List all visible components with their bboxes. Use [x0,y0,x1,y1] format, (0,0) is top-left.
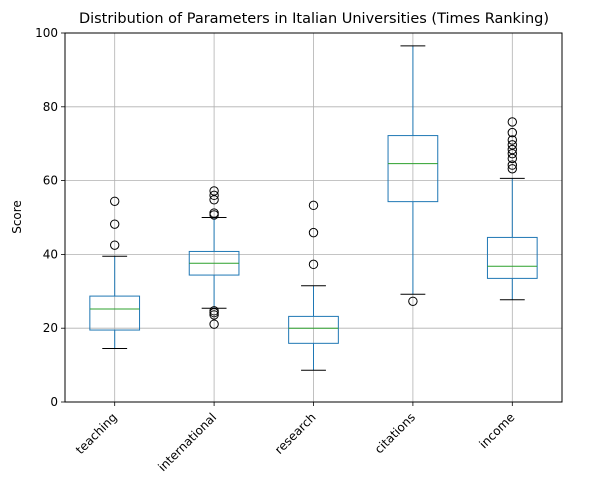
iqr-box [486,236,538,279]
box-research [288,200,339,371]
outlier-point [209,310,219,320]
x-axis-ticks: teaching international research citations in… [73,402,517,474]
box-international [188,186,240,329]
y-tick-label: 60 [43,174,58,188]
x-tick-label: research [272,410,319,457]
y-axis-ticks: 0 20 40 60 80 100 [35,26,65,409]
iqr-box [387,135,439,203]
outlier-point [308,200,319,211]
x-tick-label: income [476,410,517,451]
iqr-box [288,315,339,344]
box-citations [387,45,439,306]
outlier-point [507,144,517,155]
outlier-point [110,196,120,206]
outlier-point [110,240,120,250]
y-tick-label: 80 [43,100,58,114]
box-teaching [89,196,141,349]
outlier-point [507,127,517,138]
outlier-point [507,160,517,170]
outlier-point [209,208,219,218]
outlier-point [209,319,219,329]
box-series [89,45,538,371]
outlier-point [110,219,120,229]
y-tick-label: 20 [43,321,58,335]
y-tick-label: 40 [43,247,58,261]
x-tick-label: international [155,410,219,474]
y-tick-label: 100 [35,26,58,40]
outlier-point [507,117,517,127]
outlier-point [209,190,219,201]
outlier-point [308,259,319,270]
x-tick-label: citations [372,410,418,456]
outlier-point [507,164,517,174]
outlier-point [507,140,517,150]
outlier-point [209,306,219,316]
box-income [486,117,538,301]
y-tick-label: 0 [50,395,58,409]
outlier-point [209,186,219,196]
chart-title: Distribution of Parameters in Italian Un… [79,11,549,27]
x-tick-label: teaching [73,410,120,457]
y-axis-label: Score [10,200,24,234]
outlier-point [408,296,418,306]
outlier-point [507,135,517,145]
iqr-box [89,295,141,331]
outlier-point [308,227,319,238]
